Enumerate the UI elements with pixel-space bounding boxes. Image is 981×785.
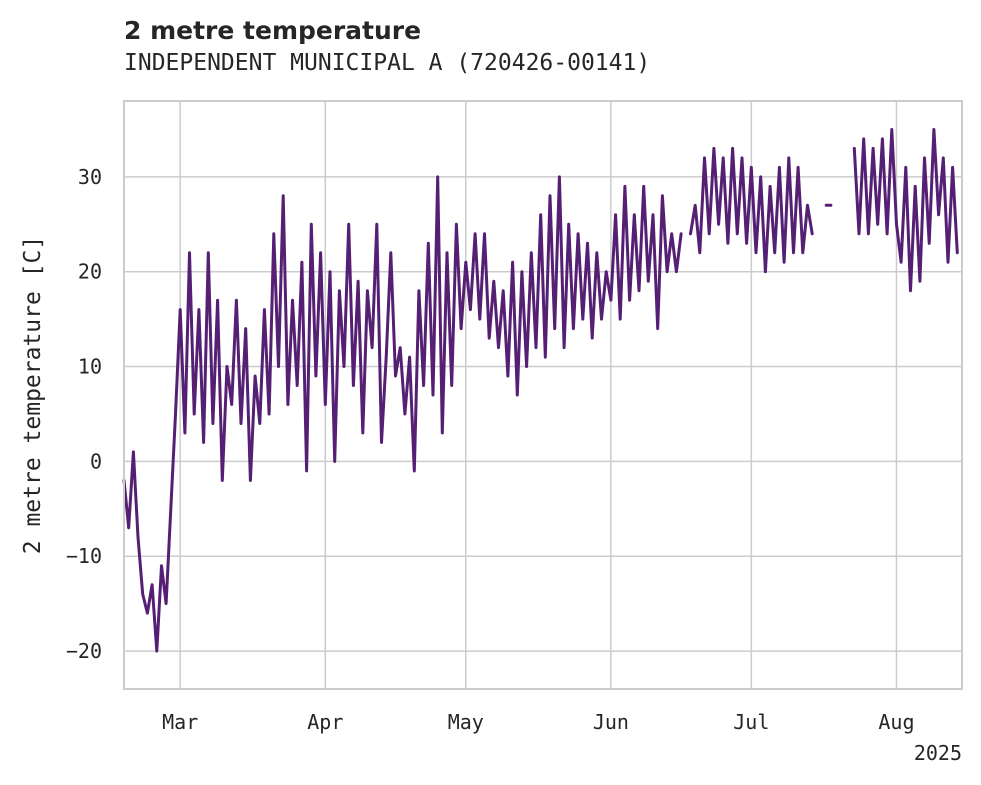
y-axis: −20 −10 0 10 20 30 (66, 165, 102, 663)
x-tick-label: Jun (593, 710, 629, 734)
series-line (122, 175, 683, 653)
x-axis: Mar Apr May Jun Jul Aug (162, 710, 914, 734)
y-tick-label: 0 (90, 449, 102, 473)
series-line-group (122, 128, 959, 653)
x-tick-label: Mar (162, 710, 198, 734)
y-tick-label: 10 (78, 355, 102, 379)
chart-title: 2 metre temperature (124, 16, 422, 45)
series-line (852, 128, 959, 293)
x-tick-label: Aug (878, 710, 914, 734)
y-axis-label: 2 metre temperature [C] (20, 236, 46, 555)
y-tick-label: −20 (66, 639, 102, 663)
y-tick-label: −10 (66, 544, 102, 568)
plot-frame (123, 100, 963, 690)
y-tick-label: 30 (78, 165, 102, 189)
x-axis-year-label: 2025 (914, 741, 962, 765)
grid (124, 101, 962, 689)
x-tick-label: Jul (733, 710, 769, 734)
y-tick-label: 20 (78, 260, 102, 284)
x-tick-label: Apr (307, 710, 343, 734)
chart-subtitle: INDEPENDENT MUNICIPAL A (720426-00141) (124, 50, 651, 76)
x-tick-label: May (448, 710, 484, 734)
series-line (689, 146, 814, 274)
